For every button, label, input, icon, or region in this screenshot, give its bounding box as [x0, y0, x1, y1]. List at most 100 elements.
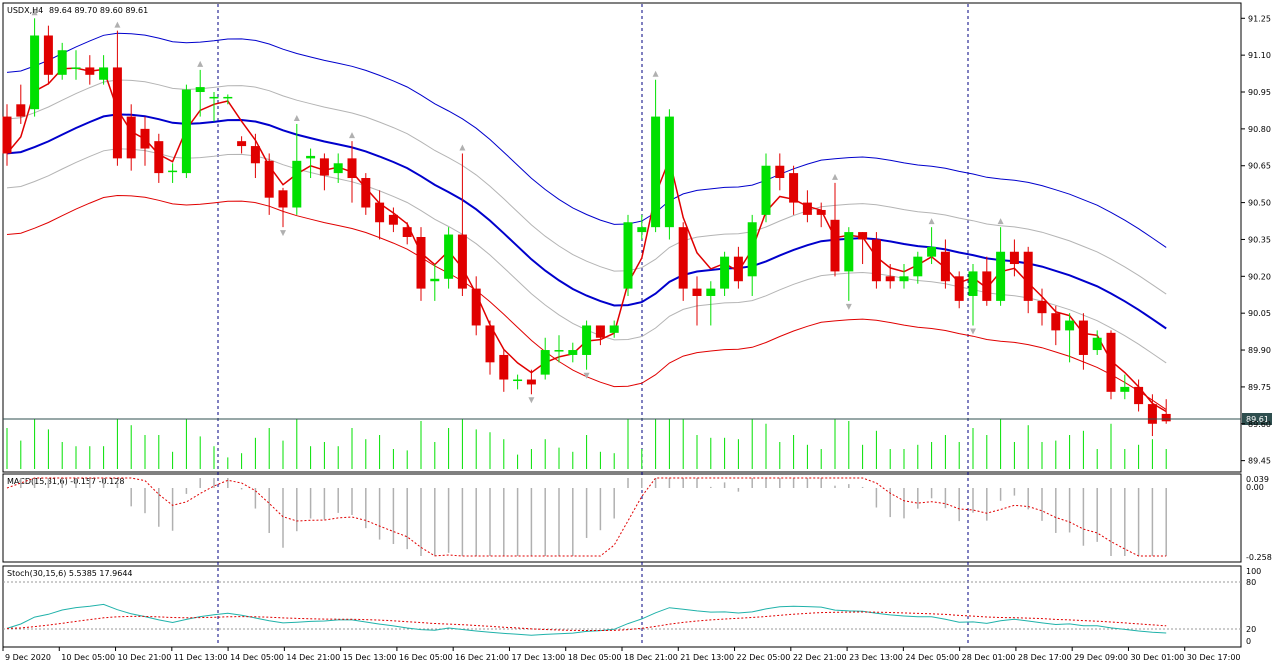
fractal-up-arrow: [114, 21, 121, 28]
candle-body: [775, 165, 785, 179]
candle-body: [416, 237, 426, 289]
slow-moving-average: [6, 113, 1167, 330]
macd-title: MACD(15,31,6) -0.157 -0.128: [7, 477, 124, 486]
fractal-up-arrow: [832, 173, 838, 180]
fractal-up-arrow: [31, 9, 38, 16]
candle-body: [195, 87, 205, 93]
price-tick-label: 89.75: [1248, 383, 1271, 392]
period-separators: [217, 4, 969, 646]
candle-body: [223, 96, 233, 99]
fractal-down-arrow: [528, 397, 535, 404]
time-tick-label: 16 Dec 21:00: [455, 653, 509, 662]
price-tick-label: 90.35: [1248, 235, 1271, 244]
candle-body: [830, 219, 840, 272]
stoch-level-0: 0: [1246, 637, 1251, 646]
candle-body: [1078, 320, 1088, 355]
candle-body: [319, 158, 329, 176]
candle-body: [927, 246, 937, 257]
fractal-up-arrow: [652, 70, 659, 77]
macd-scale-bottom: -0.258: [1246, 553, 1272, 562]
time-tick-label: 30 Dec 17:00: [1187, 653, 1241, 662]
fractal-up-arrow: [197, 60, 204, 67]
upper-band-line: [6, 32, 1167, 248]
candle-body: [499, 354, 509, 380]
time-tick-label: 14 Dec 21:00: [286, 653, 340, 662]
time-tick-label: 22 Dec 21:00: [793, 653, 847, 662]
candle-body: [858, 232, 868, 240]
stoch-panel[interactable]: [2, 565, 1242, 648]
candle-body: [609, 325, 619, 333]
price-tick-label: 89.60: [1248, 420, 1271, 429]
candle-body: [582, 325, 592, 355]
main-price-panel[interactable]: [2, 2, 1242, 473]
candle-body: [913, 256, 923, 277]
time-tick-label: 18 Dec 21:00: [624, 653, 678, 662]
current-price-tag: [1242, 413, 1272, 425]
volume-bars: [6, 419, 1167, 469]
candle-body: [526, 379, 536, 385]
current-price-label: 89.61: [1246, 415, 1269, 424]
candle-body: [1065, 320, 1075, 331]
price-tick-label: 89.45: [1248, 457, 1271, 466]
candle-body: [982, 271, 992, 301]
candle-body: [1106, 332, 1116, 392]
candle-body: [430, 278, 440, 282]
candle-body: [140, 128, 150, 149]
macd-scale-zero: 0.00: [1246, 483, 1264, 492]
candle-body: [595, 325, 605, 338]
time-tick-label: 10 Dec 05:00: [61, 653, 115, 662]
stoch-level-100: 100: [1246, 567, 1261, 576]
candle-body: [85, 67, 95, 75]
candle-body: [347, 158, 357, 179]
candle-body: [513, 379, 523, 382]
time-tick-label: 15 Dec 13:00: [343, 653, 397, 662]
candle-body: [126, 116, 136, 159]
candle-body: [209, 96, 219, 99]
candle-body: [388, 214, 398, 225]
price-tick-label: 90.65: [1248, 162, 1271, 171]
candle-body: [444, 234, 454, 279]
candle-body: [554, 350, 564, 352]
candle-body: [1051, 313, 1061, 331]
candle-body: [1037, 300, 1047, 314]
candle-body: [1092, 337, 1102, 351]
time-tick-label: 28 Dec 01:00: [962, 653, 1016, 662]
candle-body: [485, 325, 495, 363]
candle-body: [264, 160, 274, 198]
time-tick-label: 9 Dec 2020: [5, 653, 51, 662]
time-tick-label: 11 Dec 13:00: [174, 653, 228, 662]
time-tick-label: 10 Dec 21:00: [118, 653, 172, 662]
candle-body: [637, 227, 647, 233]
stoch-signal-line: [6, 611, 1167, 631]
candle-body: [871, 239, 881, 282]
time-axis: 9 Dec 2020 10 Dec 05:00 10 Dec 21:00 11 Dec…: [2, 647, 1241, 662]
candle-body: [678, 227, 688, 289]
candle-body: [885, 276, 895, 282]
price-tick-label: 90.20: [1248, 272, 1271, 281]
candle-body: [168, 170, 178, 173]
candle-body: [747, 222, 757, 277]
fractal-arrows: [31, 9, 1004, 404]
macd-histogram: [6, 477, 1167, 557]
time-tick-label: 17 Dec 13:00: [511, 653, 565, 662]
candle-body: [402, 227, 412, 237]
candle-body: [664, 116, 674, 228]
stoch-title: Stoch(30,15,6) 5.5385 17.9644: [7, 569, 133, 578]
candle-body: [720, 256, 730, 289]
price-tick-label: 90.50: [1248, 199, 1271, 208]
candle-body: [16, 104, 26, 117]
candle-body: [250, 146, 260, 164]
candle-body: [292, 160, 302, 208]
fractal-down-arrow: [280, 230, 286, 237]
candle-body: [968, 271, 978, 296]
fractal-up-arrow: [349, 132, 355, 139]
stoch-level-20-label: 20: [1246, 625, 1256, 634]
time-tick-label: 16 Dec 05:00: [399, 653, 453, 662]
price-tick-label: 91.25: [1248, 14, 1271, 23]
macd-scale-top: 0.039: [1246, 475, 1269, 484]
candle-body: [1009, 251, 1019, 265]
candle-body: [278, 190, 288, 208]
price-tick-label: 90.95: [1248, 88, 1271, 97]
candle-body: [1023, 251, 1033, 301]
